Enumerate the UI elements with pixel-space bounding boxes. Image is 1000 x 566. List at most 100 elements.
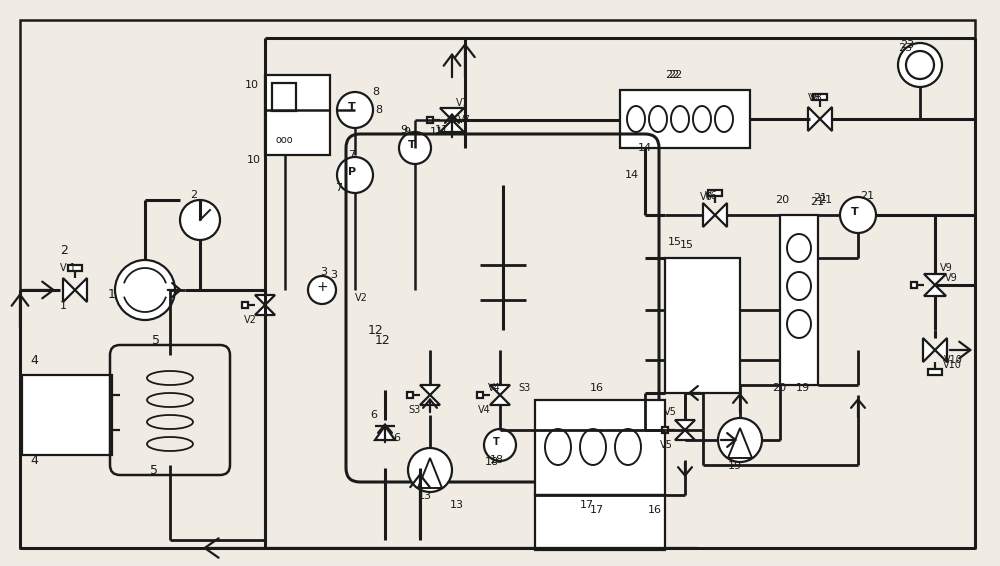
Bar (911, 282, 917, 288)
Bar (662, 427, 668, 433)
Polygon shape (440, 120, 464, 132)
Text: 21: 21 (810, 197, 824, 207)
Bar (22, 375, 112, 455)
Polygon shape (420, 385, 440, 395)
Text: V6: V6 (705, 191, 718, 201)
Text: 13: 13 (418, 491, 432, 501)
Polygon shape (703, 203, 715, 227)
Text: 21: 21 (818, 195, 832, 205)
Bar (665, 258, 740, 393)
Text: 3: 3 (320, 267, 327, 277)
Bar (620, 90, 750, 148)
Text: V7: V7 (458, 115, 471, 125)
Circle shape (840, 197, 876, 233)
Text: T: T (851, 207, 859, 217)
Text: 23: 23 (900, 40, 914, 50)
Text: 1: 1 (108, 289, 116, 302)
Text: 22: 22 (668, 70, 682, 80)
Circle shape (898, 43, 942, 87)
Text: 8: 8 (375, 105, 382, 115)
Polygon shape (924, 285, 946, 296)
Text: 6: 6 (370, 410, 377, 420)
Polygon shape (820, 107, 832, 131)
Text: T: T (493, 437, 500, 447)
Circle shape (399, 132, 431, 164)
Text: 17: 17 (590, 505, 604, 515)
Text: 20: 20 (772, 383, 786, 393)
Text: 11: 11 (430, 127, 444, 137)
Text: 18: 18 (485, 457, 499, 467)
Bar (407, 392, 413, 398)
Text: P: P (348, 167, 356, 177)
Text: 10: 10 (247, 155, 261, 165)
Text: T: T (408, 140, 416, 150)
Text: 23: 23 (898, 43, 912, 53)
Circle shape (308, 276, 336, 304)
Circle shape (906, 51, 934, 79)
Polygon shape (490, 385, 510, 395)
Bar (813, 94, 827, 100)
Polygon shape (924, 274, 946, 285)
Bar (780, 215, 818, 385)
Text: V5: V5 (664, 407, 677, 417)
Text: 22: 22 (665, 70, 679, 80)
Circle shape (115, 260, 175, 320)
Text: V8: V8 (810, 93, 823, 103)
Text: V8: V8 (808, 93, 821, 103)
Text: 3: 3 (330, 270, 337, 280)
Polygon shape (675, 420, 695, 430)
Circle shape (180, 200, 220, 240)
Polygon shape (420, 395, 440, 405)
Text: ooo: ooo (275, 135, 293, 145)
Polygon shape (728, 428, 752, 458)
Text: V2: V2 (244, 315, 257, 325)
Text: 14: 14 (638, 143, 652, 153)
Text: 19: 19 (728, 461, 742, 471)
Bar (535, 400, 665, 495)
Polygon shape (715, 203, 727, 227)
Polygon shape (75, 278, 87, 302)
Text: 18: 18 (490, 455, 504, 465)
Text: V4: V4 (478, 405, 491, 415)
Text: 16: 16 (648, 505, 662, 515)
Polygon shape (418, 458, 442, 488)
Text: 15: 15 (668, 237, 682, 247)
Polygon shape (675, 430, 695, 440)
Polygon shape (255, 295, 275, 305)
Text: 21: 21 (860, 191, 874, 201)
Text: 13: 13 (450, 500, 464, 510)
Bar (68, 265, 82, 271)
Text: V9: V9 (945, 273, 958, 283)
Text: 14: 14 (625, 170, 639, 180)
Text: V4: V4 (488, 383, 501, 393)
Text: S3: S3 (408, 405, 420, 415)
Text: 17: 17 (580, 500, 594, 510)
Polygon shape (440, 108, 464, 120)
Text: 1: 1 (60, 301, 67, 311)
Text: S3: S3 (518, 383, 530, 393)
Text: 9: 9 (400, 125, 407, 135)
Text: 7: 7 (348, 150, 355, 160)
Circle shape (337, 92, 373, 128)
Polygon shape (808, 107, 820, 131)
Circle shape (408, 448, 452, 492)
Text: T: T (348, 102, 356, 112)
Text: 10: 10 (245, 80, 259, 90)
Text: 15: 15 (680, 240, 694, 250)
Text: 2: 2 (60, 243, 68, 256)
Text: 16: 16 (590, 383, 604, 393)
Bar (272, 83, 296, 111)
Text: V 1: V 1 (60, 263, 76, 273)
Polygon shape (375, 426, 395, 440)
Bar (477, 392, 483, 398)
Bar (242, 302, 248, 308)
Text: 8: 8 (372, 87, 379, 97)
Circle shape (337, 157, 373, 193)
Text: 20: 20 (775, 195, 789, 205)
Text: 12: 12 (368, 324, 384, 337)
Bar (265, 75, 330, 155)
Text: +: + (316, 280, 328, 294)
Polygon shape (935, 338, 947, 362)
Bar (427, 117, 433, 123)
Text: 5: 5 (150, 464, 158, 477)
